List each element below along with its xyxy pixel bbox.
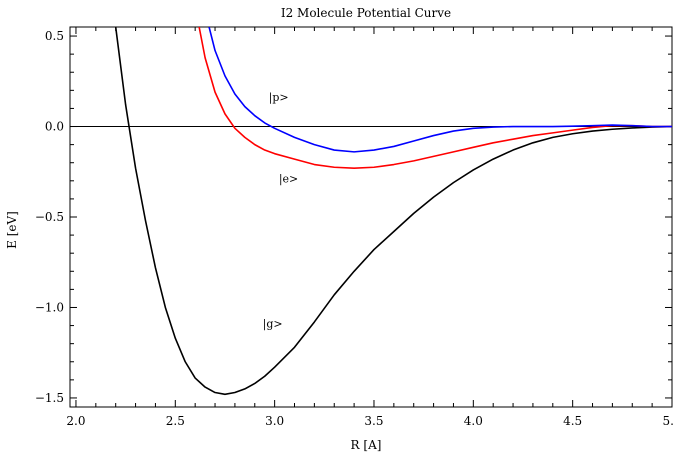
plot-border [69,26,673,408]
y-tick-label: −1.5 [35,391,64,405]
x-axis-label: R [A] [351,438,382,452]
y-tick-label: −1.0 [35,300,64,314]
series-line-p [208,27,672,153]
y-tick-label: −0.5 [35,210,64,224]
series-group [114,27,672,396]
y-tick-label: 0.5 [45,29,64,43]
series-label-g: |g> [263,317,283,331]
plot-frame [69,26,673,408]
series-label-e: |e> [279,173,298,187]
chart-title: I2 Molecule Potential Curve [281,6,451,20]
curve-labels: |g> |e> |p> [263,91,299,331]
x-tick-label: 2.0 [66,414,85,428]
x-tick-label: 3.0 [265,414,284,428]
y-tick-label: 0.0 [45,120,64,134]
series-label-p: |p> [269,91,289,105]
x-tick-label: 3.5 [364,414,383,428]
series-line-g [114,27,672,396]
x-tick-label: 4.0 [464,414,483,428]
x-tick-label: 4.5 [563,414,582,428]
x-tick-label: 2.5 [166,414,185,428]
y-axis-label: E [eV] [5,211,19,249]
x-tick-label: 5.0 [662,414,673,428]
axis-ticks: 2.0 2.5 3.0 3.5 4.0 4.5 5.0 −1.5 −1.0 −0.5 0.0 0.5 [35,27,673,428]
series-line-e [198,27,672,169]
